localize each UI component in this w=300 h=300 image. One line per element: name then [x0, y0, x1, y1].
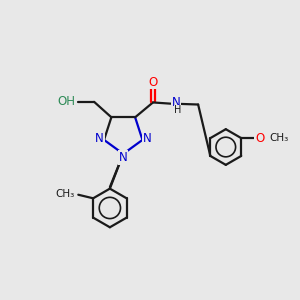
Text: O: O — [148, 76, 158, 89]
Text: N: N — [142, 132, 151, 145]
Text: CH₃: CH₃ — [56, 188, 75, 199]
Text: O: O — [255, 132, 265, 145]
Text: H: H — [174, 106, 182, 116]
Text: OH: OH — [57, 95, 75, 108]
Text: N: N — [172, 96, 180, 109]
Text: N: N — [119, 151, 128, 164]
Text: N: N — [95, 132, 104, 145]
Text: CH₃: CH₃ — [269, 133, 288, 143]
